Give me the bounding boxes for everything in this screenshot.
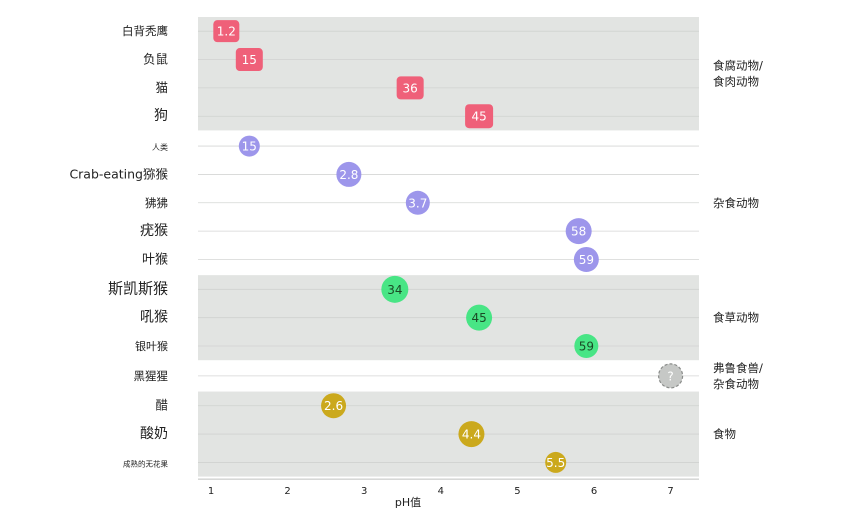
data-label: 15	[242, 140, 257, 154]
data-label: 59	[579, 253, 594, 267]
data-point	[235, 48, 263, 72]
data-label: 36	[403, 81, 418, 95]
data-point	[321, 393, 347, 419]
data-point	[466, 304, 493, 331]
x-axis: 1 2 3 4 5 6 7	[198, 478, 699, 497]
data-point	[381, 275, 409, 303]
row-label: 斯凯斯猴	[108, 279, 168, 297]
group-label: 食腐动物/食肉动物	[713, 59, 763, 89]
row-label: 吼猴	[140, 310, 168, 326]
data-label: 45	[471, 110, 486, 124]
x-tick-label: 1	[208, 486, 214, 497]
group-label: 弗鲁食兽/杂食动物	[713, 361, 763, 391]
row-label: 狒狒	[145, 196, 168, 210]
row-label: 酸奶	[140, 426, 168, 442]
row-label: 白背秃鹰	[122, 24, 168, 38]
group-label: 杂食动物	[713, 196, 759, 210]
row-label: 成熟的无花果	[123, 458, 168, 468]
group-label: 食草动物	[713, 311, 759, 325]
group-band	[198, 17, 699, 131]
data-label: 3.7	[408, 196, 427, 210]
data-point	[396, 76, 424, 100]
data-points: 1.2 15 36 45 15 2.8 3.7 58 59 34 45 59? 2.6 4.4 5.5	[213, 20, 684, 473]
row-label: 狗	[154, 108, 168, 124]
data-label: 5.5	[546, 456, 565, 470]
data-label: 34	[387, 283, 402, 297]
row-label: 叶猴	[142, 252, 168, 267]
data-label: 58	[571, 225, 586, 239]
x-tick-label: 2	[284, 486, 290, 497]
x-tick-label: 3	[361, 486, 367, 497]
data-point	[458, 421, 485, 448]
row-label: 疣猴	[140, 223, 168, 239]
x-axis-title: pH值	[395, 496, 421, 509]
data-label: 2.8	[339, 168, 358, 182]
data-label: 15	[242, 53, 257, 67]
data-label: 45	[471, 311, 486, 325]
x-tick-label: 6	[591, 486, 597, 497]
row-gridlines	[198, 30, 699, 463]
data-point	[657, 363, 684, 389]
group-label: 食物	[713, 427, 736, 441]
data-point	[213, 20, 240, 43]
row-label: 人类	[152, 142, 168, 152]
data-point	[574, 334, 599, 359]
x-tick-label: 7	[667, 486, 673, 497]
data-point	[405, 190, 430, 215]
x-tick-label: 5	[514, 486, 520, 497]
data-label: 1.2	[217, 25, 236, 39]
row-label: 银叶猴	[135, 339, 168, 353]
data-point	[465, 104, 494, 129]
row-label: 猫	[155, 80, 168, 95]
data-point	[336, 161, 362, 187]
data-label: 2.6	[324, 399, 343, 413]
data-point	[573, 246, 599, 272]
row-label: 黑猩猩	[134, 369, 169, 383]
group-bands	[198, 17, 699, 477]
data-point	[545, 451, 567, 473]
data-label: ?	[667, 369, 673, 383]
data-point	[238, 135, 260, 157]
x-tick-label: 4	[438, 486, 444, 497]
row-label: Crab-eating猕猴	[69, 166, 168, 181]
data-label: 59	[579, 340, 594, 354]
row-label: 负鼠	[143, 52, 169, 67]
row-label: 醋	[155, 398, 168, 413]
data-point	[565, 218, 592, 245]
data-label: 4.4	[462, 428, 481, 442]
